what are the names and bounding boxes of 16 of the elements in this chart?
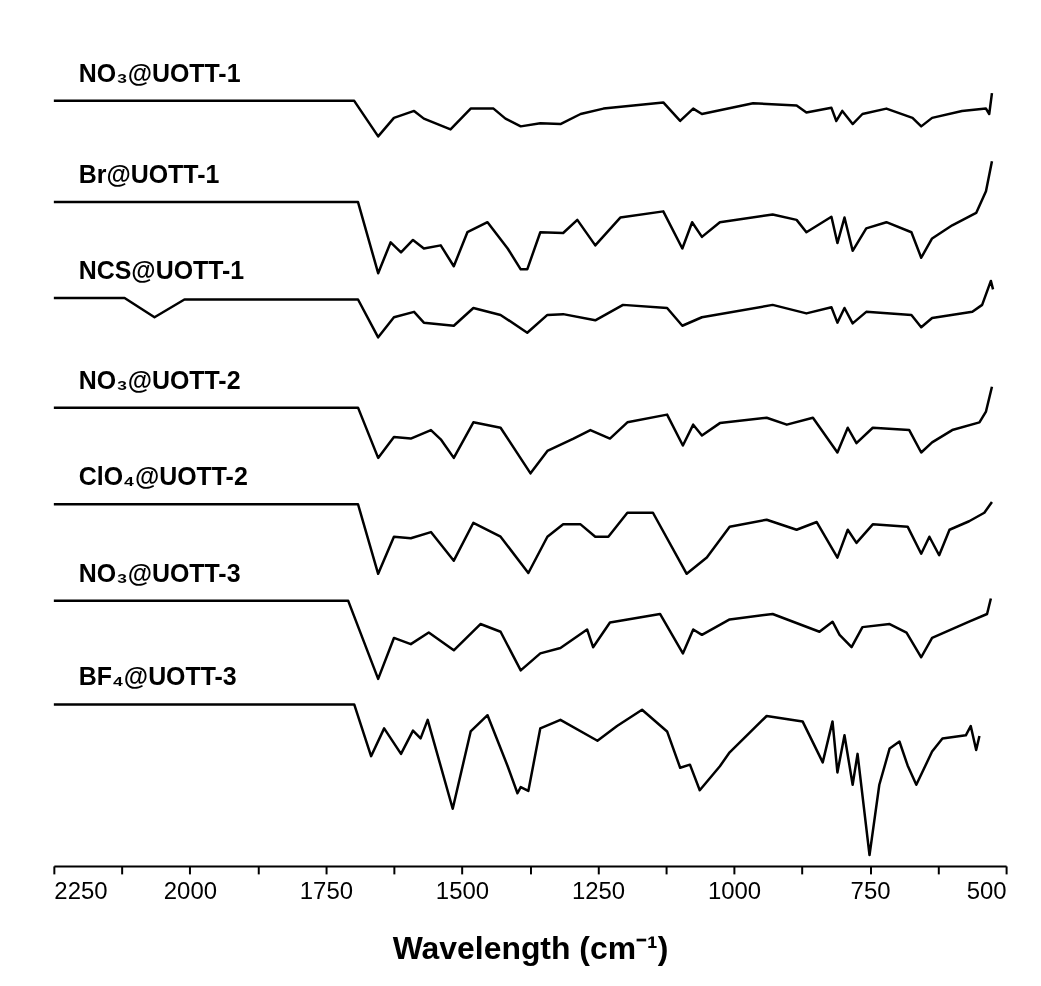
x-tick-label: 2000 [163,877,217,905]
series-label: ClO₄@UOTT-2 [78,462,248,491]
x-tick-label: 500 [966,877,1007,905]
series-label: NO₃@UOTT-1 [78,58,241,87]
series-label: NO₃@UOTT-3 [78,558,241,587]
x-tick-label: 1750 [299,877,354,905]
x-tick-label: 1500 [435,877,490,905]
x-tick-label: 2250 [54,877,108,905]
x-tick-label: 750 [850,877,891,905]
x-axis-title: Wavelength (cm⁻¹) [392,930,669,967]
series-label: NCS@UOTT-1 [78,255,245,284]
x-tick-label: 1000 [707,877,762,905]
x-tick-label: 1250 [571,877,626,905]
series-label: Br@UOTT-1 [78,160,220,189]
series-label: NO₃@UOTT-2 [78,365,241,394]
series-label: BF₄@UOTT-3 [78,662,237,691]
